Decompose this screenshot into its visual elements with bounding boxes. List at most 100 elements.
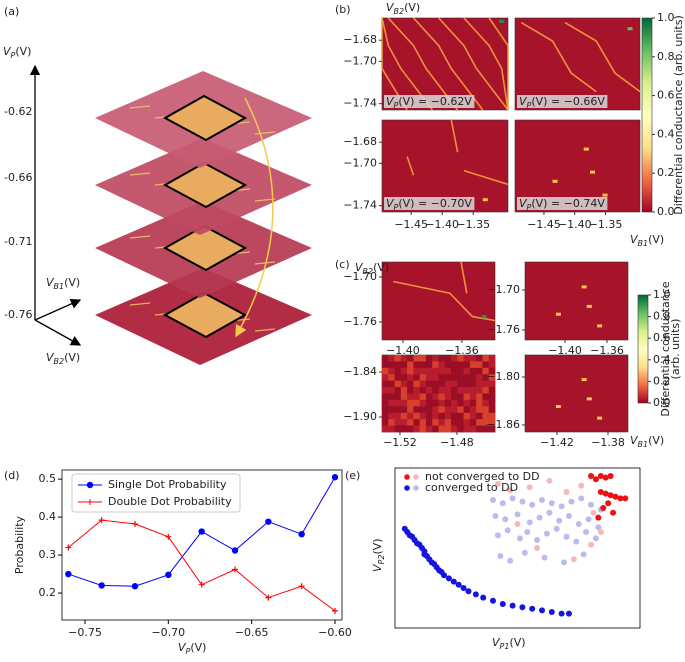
layer-window bbox=[162, 161, 248, 209]
point bbox=[507, 487, 514, 494]
label-subscript: P2 bbox=[377, 555, 386, 565]
point bbox=[602, 490, 609, 497]
label-rest: (V) bbox=[190, 641, 206, 654]
x-axis-label: VP(V) bbox=[178, 641, 206, 656]
heatmap-cell bbox=[476, 367, 483, 375]
heatmap-cell bbox=[476, 380, 483, 388]
heatmap-cell bbox=[382, 393, 389, 401]
heatmap-cell bbox=[419, 406, 427, 414]
heatmap-cell bbox=[432, 374, 439, 381]
heatmap-cell bbox=[463, 419, 471, 426]
heatmap-cell bbox=[425, 425, 433, 433]
heatmap-cell bbox=[419, 387, 427, 394]
y-tick-label: −1.70 bbox=[343, 156, 377, 169]
heatmap-cell bbox=[400, 374, 408, 381]
point bbox=[519, 604, 526, 611]
heatmap-cell bbox=[425, 387, 433, 394]
colorbar-tick-label: 0.6 bbox=[657, 89, 675, 102]
heatmap-cell bbox=[432, 406, 439, 414]
heatmap-cell bbox=[463, 393, 471, 401]
heatmap-cell bbox=[388, 374, 395, 381]
heatmap-cell bbox=[394, 367, 402, 375]
x-tick-label: −1.42 bbox=[540, 436, 574, 449]
label-symbol: V bbox=[178, 641, 187, 654]
point bbox=[504, 527, 511, 534]
y-axis-label: VP2(V) bbox=[371, 538, 386, 572]
point bbox=[592, 476, 599, 483]
annotation: VP(V) = −0.74V bbox=[519, 197, 605, 212]
heatmap-cell bbox=[394, 380, 402, 388]
heatmap-cell bbox=[451, 361, 458, 369]
panel-label: (b) bbox=[335, 3, 351, 16]
point bbox=[98, 517, 105, 524]
point bbox=[607, 492, 614, 499]
heatmap-cell bbox=[469, 374, 477, 381]
point bbox=[509, 495, 516, 502]
heatmap-cell bbox=[451, 374, 458, 381]
heatmap-cell bbox=[476, 419, 483, 426]
point bbox=[65, 544, 72, 551]
point bbox=[494, 481, 501, 487]
heatmap-cell bbox=[451, 393, 458, 401]
heatmap-cell bbox=[400, 380, 408, 388]
legend-label: Double Dot Probability bbox=[108, 495, 232, 508]
point bbox=[98, 582, 105, 589]
heatmap-cell bbox=[413, 419, 420, 426]
heatmap-cell bbox=[432, 412, 439, 420]
heatmap-cell bbox=[425, 374, 433, 381]
point bbox=[563, 489, 570, 495]
heatmap-cell bbox=[476, 374, 483, 381]
heatmap-cell bbox=[482, 355, 490, 362]
heatmap-cell bbox=[463, 412, 471, 420]
label-subscript: P1 bbox=[500, 642, 510, 651]
point bbox=[331, 474, 339, 481]
heatmap-cell bbox=[413, 387, 420, 394]
heatmap-cell bbox=[444, 355, 452, 362]
y-axis-label: VP(V) bbox=[3, 45, 31, 60]
y-tick-label: −1.70 bbox=[343, 270, 377, 283]
point bbox=[198, 528, 205, 535]
panel-label: (a) bbox=[4, 5, 19, 18]
colorbar-label: Differential conductance (arb. units) bbox=[672, 15, 685, 215]
heatmap-cell bbox=[407, 412, 414, 420]
label-subscript: B1 bbox=[54, 282, 65, 291]
point bbox=[597, 529, 604, 535]
heatmap-cell bbox=[407, 399, 414, 407]
heatmap-feature bbox=[482, 198, 488, 202]
y-axis-label: Probability bbox=[13, 515, 26, 574]
heatmap-cell bbox=[469, 367, 477, 375]
heatmap-feature bbox=[555, 405, 561, 409]
heatmap-cell bbox=[438, 406, 446, 414]
legend-marker bbox=[404, 474, 410, 480]
colorbar-tick-label: 0.8 bbox=[657, 50, 675, 63]
heatmap-cell bbox=[457, 380, 464, 388]
heatmap-cell bbox=[444, 425, 452, 433]
x-tick-label: −1.36 bbox=[590, 344, 624, 357]
point bbox=[516, 535, 523, 542]
heatmap-cell bbox=[488, 412, 496, 420]
heatmap-cell bbox=[388, 399, 395, 407]
heatmap-cell bbox=[457, 399, 464, 407]
heatmap-cell bbox=[488, 387, 496, 394]
label-subscript: P bbox=[186, 647, 191, 656]
heatmap-cell bbox=[432, 387, 439, 394]
x-tick-label: −0.70 bbox=[151, 626, 185, 639]
heatmap-feature bbox=[412, 17, 484, 111]
heatmap-cell bbox=[400, 412, 408, 420]
heatmap-feature bbox=[393, 280, 496, 322]
x-tick-label: −1.40 bbox=[548, 344, 582, 357]
heatmap-cell bbox=[400, 393, 408, 401]
heatmap-cell bbox=[488, 355, 496, 362]
heatmap-feature bbox=[597, 416, 603, 420]
x-axis-label: VB1(V) bbox=[630, 434, 664, 449]
label-rest: (V) bbox=[371, 538, 384, 554]
heatmap-cell bbox=[451, 380, 458, 388]
label-rest: (V) bbox=[404, 1, 420, 14]
point bbox=[622, 495, 629, 502]
layer-window bbox=[162, 291, 248, 339]
heatmap-cell bbox=[457, 419, 464, 426]
heatmap-cell bbox=[444, 412, 452, 420]
heatmap-cell bbox=[425, 399, 433, 407]
x-tick-label: −0.60 bbox=[318, 626, 352, 639]
